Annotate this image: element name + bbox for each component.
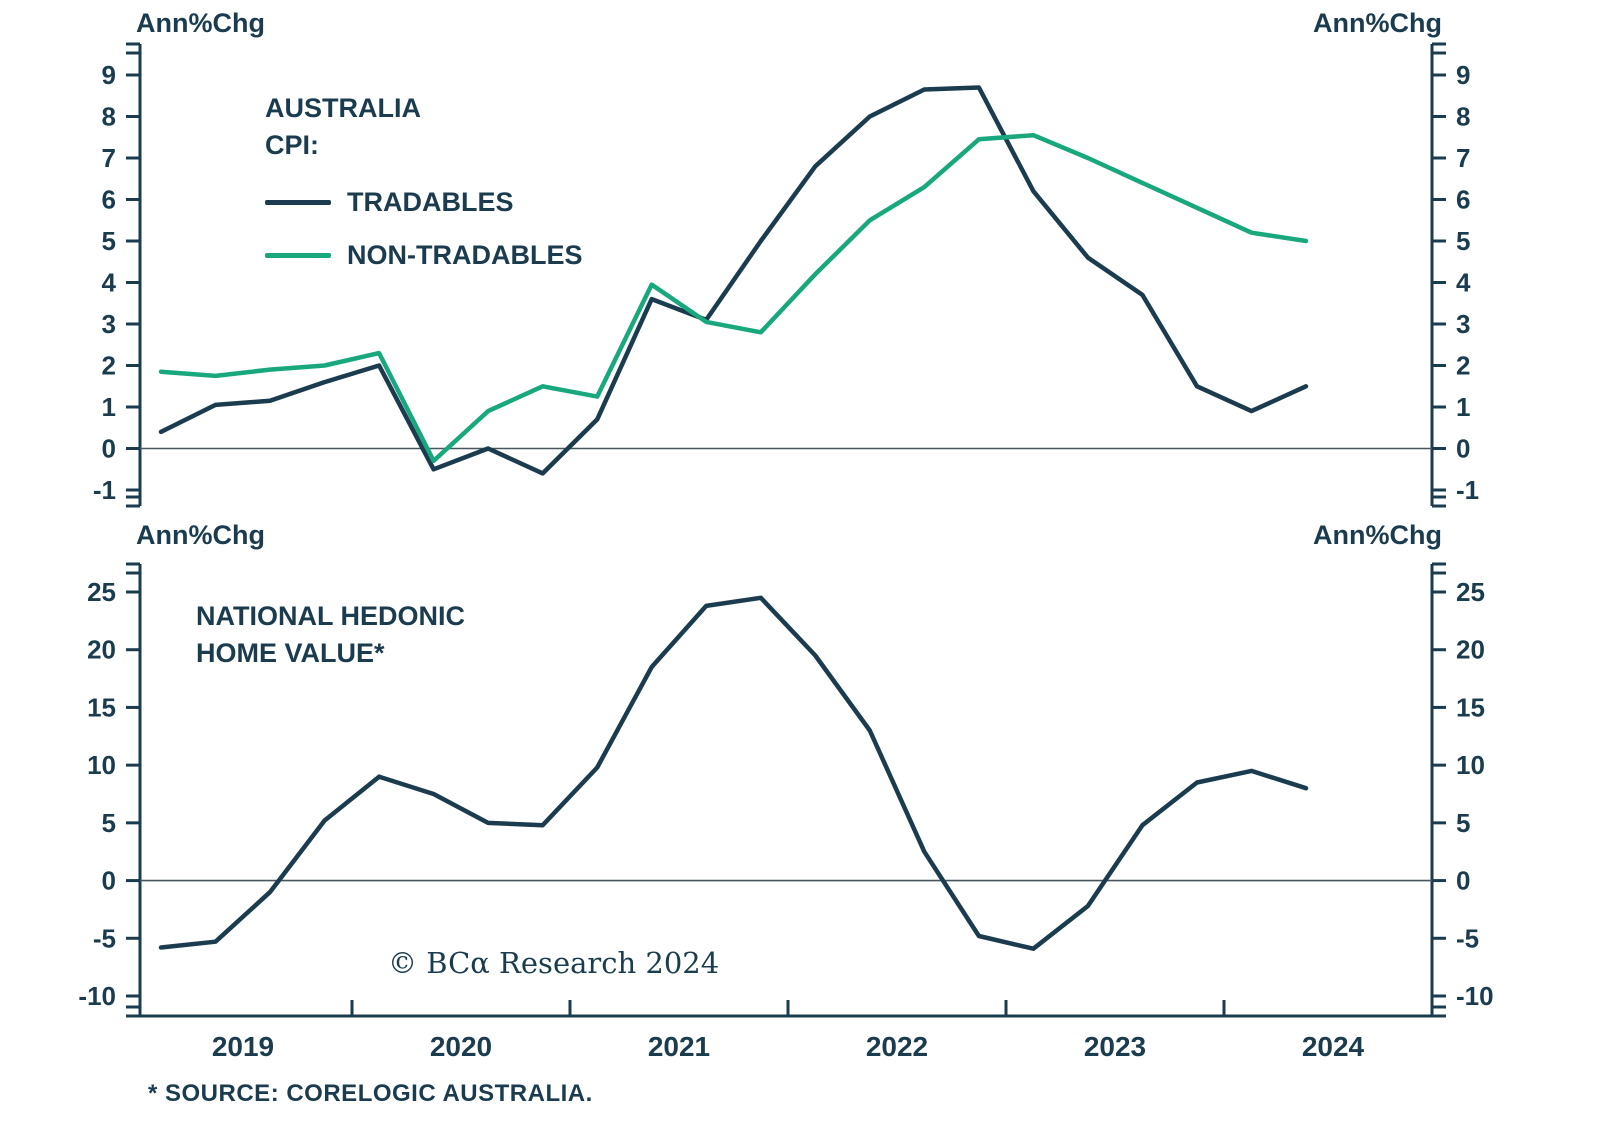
- legend-label-non-tradables: NON-TRADABLES: [347, 239, 583, 270]
- y-axis-tick-label: 1: [1456, 392, 1470, 422]
- copyright-note: © BCα Research 2024: [388, 946, 720, 980]
- x-axis-year-label: 2024: [1302, 1031, 1365, 1062]
- y-axis-tick-label: 8: [1456, 102, 1470, 132]
- legend: AUSTRALIA CPI: TRADABLES NON-TRADABLES: [265, 90, 583, 271]
- y-axis-unit-label-bottom-right: Ann%Chg: [1313, 520, 1442, 550]
- y-axis-tick-label: -1: [93, 475, 116, 505]
- y-axis-tick-label: -1: [1456, 475, 1479, 505]
- x-axis-year-label: 2022: [866, 1031, 928, 1062]
- y-axis-tick-label: -5: [93, 923, 116, 953]
- y-axis-tick-label: 5: [1456, 808, 1470, 838]
- y-axis-tick-label: 4: [1456, 268, 1471, 298]
- y-axis-tick-label: 3: [102, 309, 116, 339]
- series-line-non-tradables: [158, 132, 1309, 464]
- source-note: * SOURCE: CORELOGIC AUSTRALIA.: [148, 1080, 593, 1107]
- y-axis-tick-label: 2: [1456, 351, 1470, 381]
- y-axis-tick-label: 2: [102, 351, 116, 381]
- y-axis-tick-label: 0: [102, 434, 116, 464]
- y-axis-tick-label: 0: [102, 866, 116, 896]
- y-axis-tick-label: -10: [1456, 981, 1494, 1011]
- y-axis-tick-label: 7: [102, 143, 116, 173]
- legend-label-tradables: TRADABLES: [347, 186, 514, 217]
- y-axis-tick-label: 6: [1456, 185, 1470, 215]
- x-axis-year-label: 2023: [1084, 1031, 1146, 1062]
- legend-entry-non-tradables: NON-TRADABLES: [265, 240, 583, 271]
- y-axis-tick-label: 20: [87, 635, 116, 665]
- y-axis-tick-label: 9: [1456, 60, 1470, 90]
- y-axis-tick-label: 20: [1456, 635, 1485, 665]
- y-axis-unit-label-bottom-left: Ann%Chg: [136, 520, 265, 550]
- y-axis-tick-label: 5: [102, 808, 116, 838]
- x-axis-year-label: 2020: [430, 1031, 492, 1062]
- y-axis-tick-label: 3: [1456, 309, 1470, 339]
- y-axis-tick-label: 1: [102, 392, 116, 422]
- y-axis-tick-label: 15: [87, 692, 116, 722]
- y-axis-tick-label: 5: [1456, 226, 1470, 256]
- legend-entry-tradables: TRADABLES: [265, 187, 583, 218]
- y-axis-tick-label: 15: [1456, 692, 1485, 722]
- y-axis-tick-label: 6: [102, 185, 116, 215]
- y-axis-tick-label: 10: [87, 750, 116, 780]
- y-axis-tick-label: 7: [1456, 143, 1470, 173]
- series-line-tradables: [158, 85, 1309, 476]
- chart-title-top: AUSTRALIA CPI:: [265, 93, 420, 161]
- y-axis-unit-label-top-right: Ann%Chg: [1313, 8, 1442, 38]
- y-axis-tick-label: 5: [102, 226, 116, 256]
- y-axis-tick-label: 25: [87, 577, 116, 607]
- y-axis-tick-label: 10: [1456, 750, 1485, 780]
- y-axis-tick-label: 9: [102, 60, 116, 90]
- y-axis-tick-label: -10: [78, 981, 116, 1011]
- y-axis-tick-label: 0: [1456, 434, 1470, 464]
- x-axis-year-label: 2019: [212, 1031, 274, 1062]
- tradables-line-swatch: [265, 199, 331, 205]
- x-axis-year-label: 2021: [648, 1031, 710, 1062]
- non-tradables-line-swatch: [265, 252, 331, 258]
- y-axis-tick-label: 8: [102, 102, 116, 132]
- y-axis-tick-label: 4: [102, 268, 117, 298]
- y-axis-unit-label-top-left: Ann%Chg: [136, 8, 265, 38]
- y-axis-tick-label: 0: [1456, 866, 1470, 896]
- y-axis-tick-label: -5: [1456, 923, 1479, 953]
- y-axis-tick-label: 25: [1456, 577, 1485, 607]
- chart-title-bottom: NATIONAL HEDONIC HOME VALUE*: [196, 601, 465, 669]
- series-line-national-hedonic-home-value: [158, 595, 1309, 951]
